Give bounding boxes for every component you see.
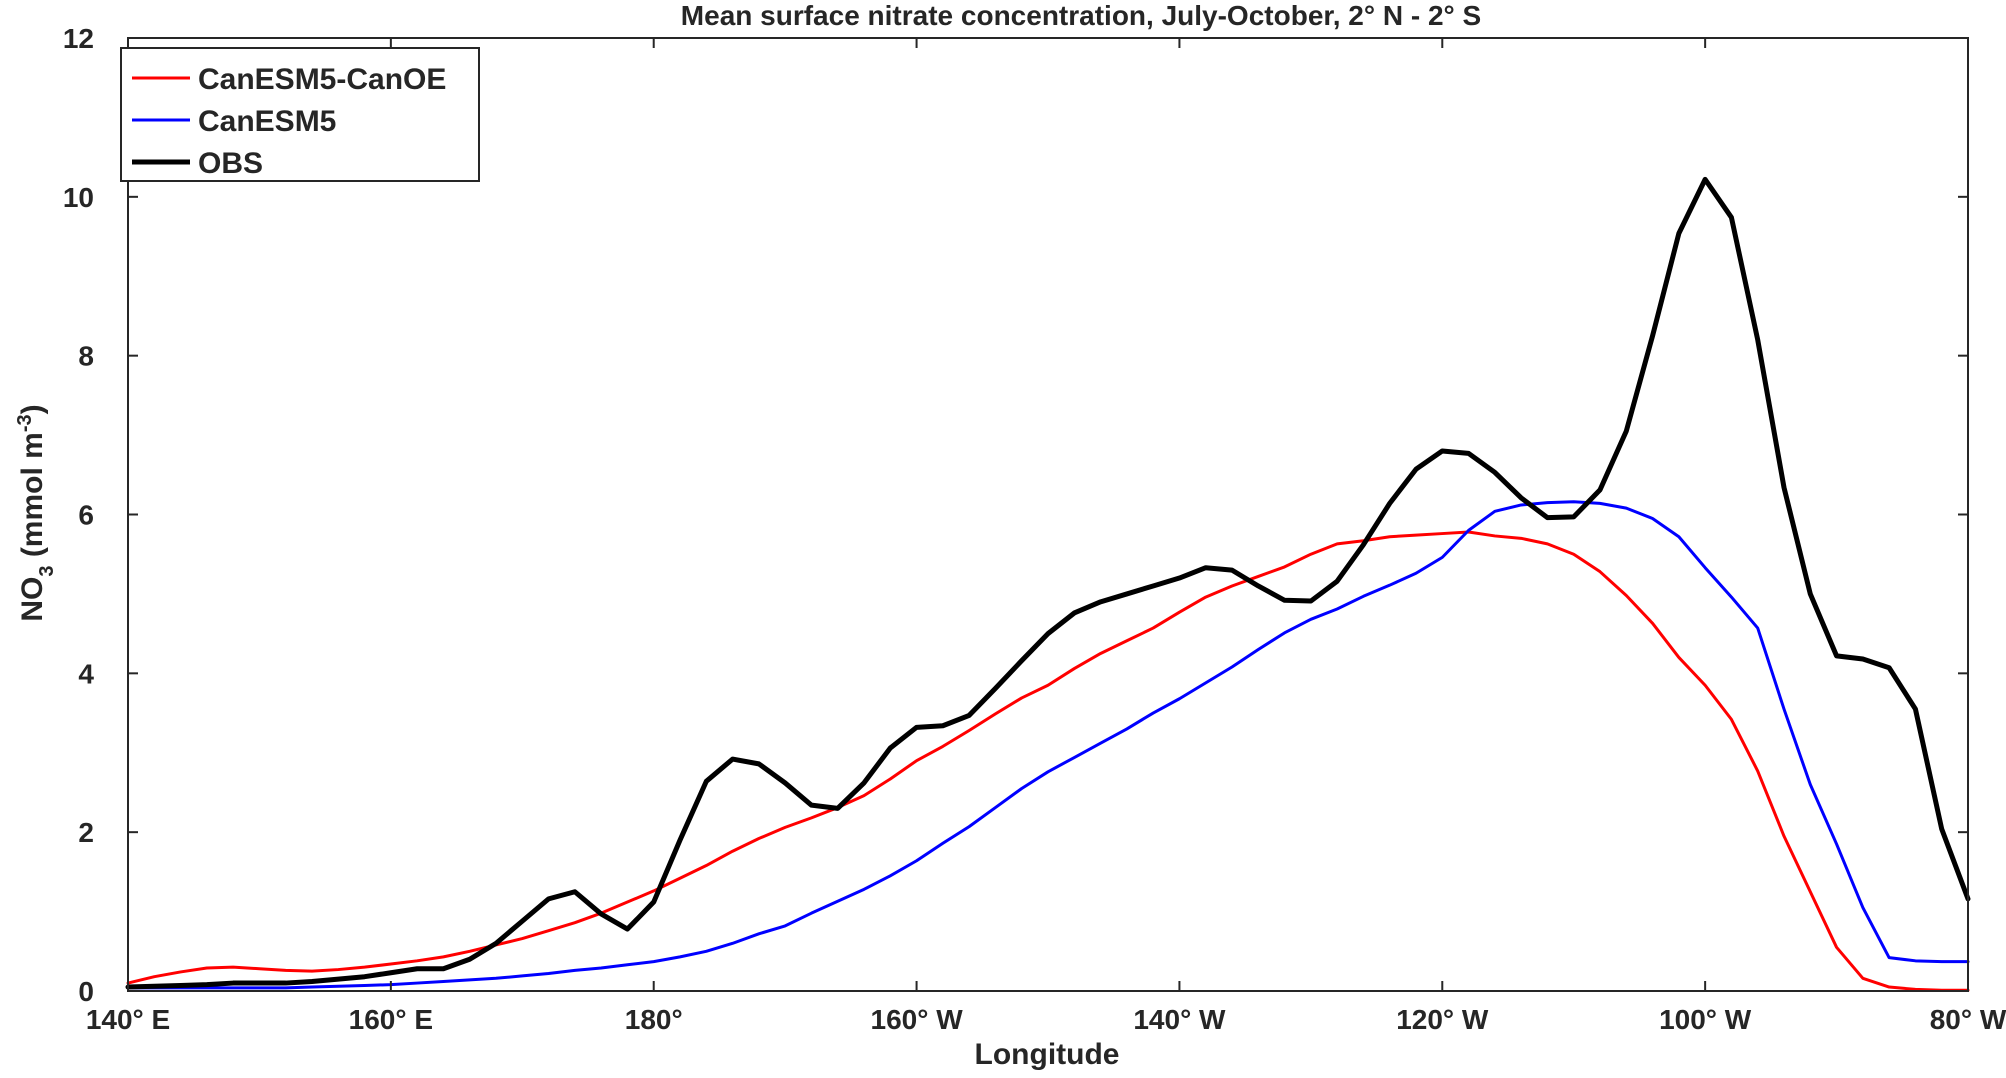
y-axis-label: NO3 (mmol m-3)	[14, 404, 58, 621]
x-tick-label: 120° W	[1396, 1004, 1489, 1035]
series-layer	[125, 176, 1971, 992]
y-axis-label-unit-close: )	[16, 404, 49, 414]
series-line-canesm5	[126, 500, 1970, 990]
y-tick-label: 12	[63, 23, 94, 54]
y-axis-label-subscript: 3	[36, 566, 58, 577]
x-tick-labels: 140° E 160° E 180° 160° W 140° W 120° W 100° W…	[86, 1004, 2006, 1035]
y-tick-label: 6	[78, 500, 94, 531]
series-line-obs	[125, 176, 1971, 990]
legend-entry-canesm5-canoe: CanESM5-CanOE	[198, 63, 446, 96]
legend-entry-canesm5: CanESM5	[198, 105, 336, 138]
x-tick-label: 160° W	[871, 1004, 964, 1035]
y-tick-label: 4	[78, 658, 94, 689]
x-tick-label: 100° W	[1659, 1004, 1752, 1035]
x-tick-label: 180°	[625, 1004, 683, 1035]
y-axis-label-main: NO	[16, 577, 49, 622]
x-tick-label: 140° W	[1133, 1004, 1226, 1035]
y-tick-labels: 0 2 4 6 8 10 12	[63, 23, 95, 1007]
x-tick-label: 160° E	[349, 1004, 433, 1035]
y-tick-label: 8	[78, 341, 94, 372]
x-tick-label: 80° W	[1930, 1004, 2006, 1035]
y-tick-label: 2	[78, 817, 94, 848]
x-tick-label: 140° E	[86, 1004, 170, 1035]
legend-box	[120, 47, 480, 182]
series-line-canesm5-canoe	[126, 530, 1970, 992]
plot-area	[128, 38, 1968, 991]
plot-frame	[127, 37, 1969, 992]
y-axis-label-superscript: -3	[14, 414, 36, 432]
x-axis-label: Longitude	[975, 1038, 1120, 1071]
chart-title: Mean surface nitrate concentration, July…	[681, 0, 1481, 31]
legend-entry-obs: OBS	[198, 147, 263, 180]
y-axis-label-unit-open: (mmol m	[16, 432, 49, 565]
legend: CanESM5-CanOE CanESM5 OBS	[120, 47, 480, 182]
y-tick-label: 10	[63, 182, 94, 213]
y-tick-label: 0	[78, 976, 94, 1007]
